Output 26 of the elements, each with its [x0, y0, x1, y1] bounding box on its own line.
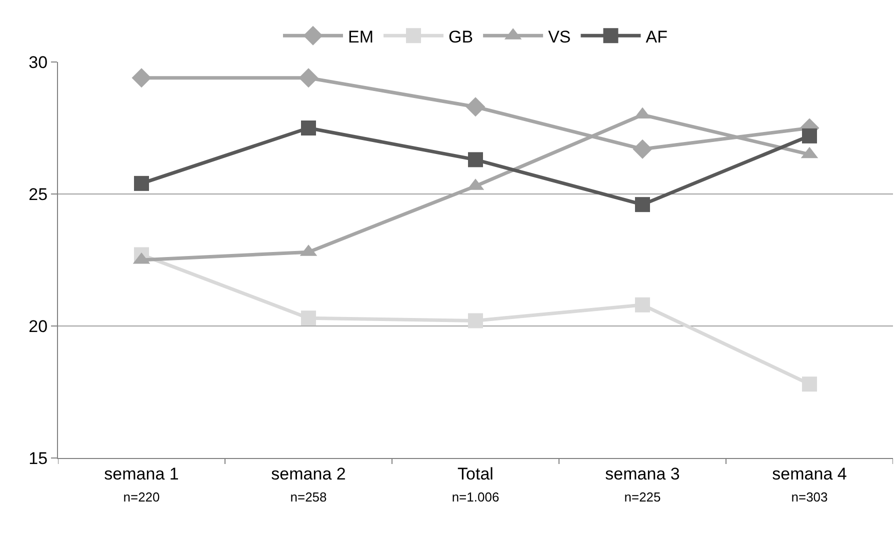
- x-tick-label: semana 2 n=258: [271, 464, 346, 504]
- legend-label: EM: [348, 27, 374, 46]
- point: [802, 376, 817, 392]
- y-tick-label: 30: [28, 52, 48, 72]
- point: [802, 128, 817, 144]
- point: [635, 297, 650, 312]
- y-tick-label: 20: [28, 316, 48, 336]
- point: [468, 152, 483, 168]
- point: [301, 310, 316, 326]
- x-tick-label: semana 3 n=225: [605, 464, 680, 504]
- x-tick-label: semana 1 n=220: [104, 464, 179, 504]
- point: [468, 313, 483, 328]
- point: [134, 176, 149, 191]
- point: [132, 68, 152, 88]
- y-tick-label: 15: [28, 448, 48, 468]
- x-tick-label: semana 4 n=303: [772, 464, 847, 504]
- x-tick-label: Total n=1.006: [452, 464, 500, 504]
- point: [466, 97, 486, 117]
- legend-label: VS: [548, 27, 571, 46]
- y-tick-label: 25: [28, 184, 48, 204]
- legend-label: GB: [448, 27, 474, 46]
- point: [301, 120, 316, 136]
- point: [632, 139, 652, 159]
- legend-label: AF: [646, 27, 668, 46]
- point: [635, 197, 650, 212]
- point: [298, 68, 318, 88]
